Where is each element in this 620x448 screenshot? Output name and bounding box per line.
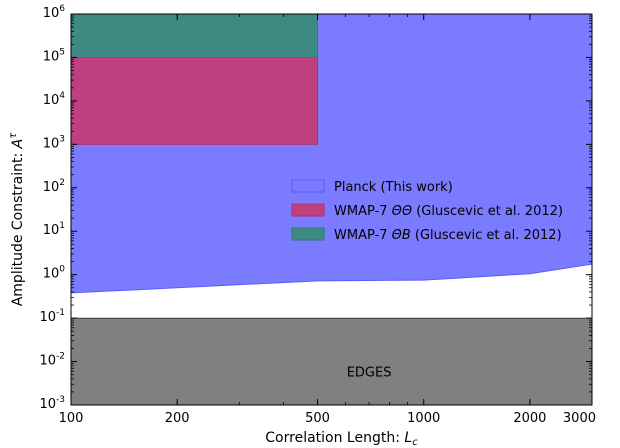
edges-label: EDGES (347, 366, 392, 381)
y-tick-label: 100 (43, 265, 66, 282)
x-axis-title: Correlation Length: Lc (265, 430, 418, 448)
y-tick-label: 10-3 (39, 395, 65, 412)
wmap-tt-region (70, 56, 319, 145)
x-tick-label: 3000 (563, 411, 596, 426)
y-tick-label: 10-2 (39, 352, 65, 369)
legend-swatch (291, 179, 325, 193)
y-tick-label: 105 (43, 47, 65, 64)
edges-region (70, 317, 593, 406)
x-tick-label: 2000 (513, 411, 546, 426)
legend-swatch (291, 227, 325, 241)
y-tick-label: 102 (43, 178, 65, 195)
y-tick-label: 104 (43, 91, 66, 108)
legend-label: WMAP-7 ΘΘ (Gluscevic et al. 2012) (334, 204, 563, 219)
x-tick-label: 200 (165, 411, 190, 426)
wmap-tb-region (70, 13, 319, 58)
legend-label: WMAP-7 ΘB (Gluscevic et al. 2012) (334, 228, 562, 243)
x-tick-label: 100 (59, 411, 84, 426)
plot-frame (70, 13, 593, 406)
plot-area: EDGES (70, 13, 593, 406)
legend-swatch (291, 203, 325, 217)
x-tick-label: 1000 (407, 411, 440, 426)
y-tick-label: 10-1 (39, 308, 65, 325)
y-tick-label: 106 (43, 4, 66, 21)
y-tick-label: 103 (43, 134, 65, 151)
y-tick-label: 101 (43, 221, 65, 238)
legend: Planck (This work) WMAP-7 ΘΘ (Gluscevic e… (291, 179, 563, 243)
y-axis-title: Amplitude Constraint: Aτ (8, 132, 26, 307)
legend-label: Planck (This work) (334, 180, 453, 195)
axes: 100 200 500 1000 2000 3000 10-3 10-2 10-1 100 101 1… (39, 4, 596, 426)
x-tick-label: 500 (305, 411, 330, 426)
